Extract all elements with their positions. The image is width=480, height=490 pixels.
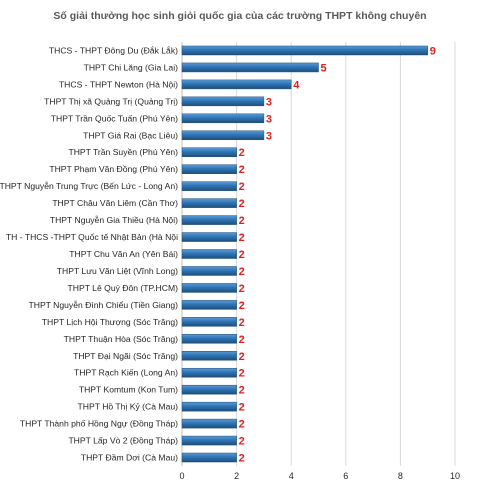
- value-label: 2: [239, 266, 245, 278]
- value-labels: 9 5 4 3 3 3 2 2 2 2 2 2 2 2 2 2 2 2 2 2 2 2 2 2 2: [239, 45, 436, 464]
- value-label: 2: [239, 164, 245, 176]
- category-label: THPT Hồ Thị Kỷ (Cà Mau): [78, 402, 179, 412]
- x-tick-label: 2: [234, 471, 239, 481]
- value-label: 2: [239, 334, 245, 346]
- value-label: 2: [239, 351, 245, 363]
- bar: [181, 401, 237, 412]
- bar: [181, 215, 237, 225]
- bar: [181, 130, 265, 141]
- bar: [181, 334, 237, 344]
- bar: [181, 418, 237, 429]
- bar: [181, 113, 265, 124]
- bar: [181, 198, 237, 208]
- bar: [181, 62, 319, 73]
- category-label: THPT Nguyễn Đình Chiểu (Tiền Giang): [28, 300, 178, 310]
- value-label: 2: [239, 232, 245, 244]
- category-label: THPT Lấp Vò 2 (Đồng Tháp): [68, 436, 178, 446]
- value-label: 2: [239, 249, 245, 261]
- category-label: THPT Giá Rai (Bạc Liêu): [83, 130, 178, 140]
- category-label: THPT Lê Quý Đôn (TP.HCM): [68, 283, 179, 293]
- bar: [181, 96, 265, 107]
- bar: [181, 300, 237, 310]
- value-label: 2: [239, 300, 245, 312]
- bar: [181, 147, 237, 157]
- value-label: 2: [239, 198, 245, 210]
- category-label: TH - THCS -THPT Quốc tế Nhật Bản (Hà Nội: [6, 232, 178, 242]
- category-label: THCS - THPT Newton (Hà Nội): [59, 79, 178, 89]
- value-label: 2: [239, 181, 245, 193]
- bar: [181, 181, 237, 191]
- x-tick-label: 4: [289, 471, 294, 481]
- bar: [181, 283, 237, 293]
- value-label: 2: [239, 368, 245, 380]
- value-label: 2: [239, 147, 245, 159]
- bar: [181, 317, 237, 327]
- category-label: THPT Trần Quốc Tuấn (Phú Yên): [51, 113, 178, 123]
- x-tick-label: 8: [398, 471, 403, 481]
- value-label: 3: [266, 113, 272, 125]
- x-tick-label: 6: [343, 471, 348, 481]
- bar: [181, 367, 237, 378]
- value-label: 5: [321, 62, 327, 74]
- category-label: THPT Châu Văn Liêm (Cần Thơ): [52, 198, 178, 208]
- bar: [181, 351, 237, 361]
- category-label: THPT Thuận Hòa (Sóc Trăng): [64, 334, 178, 344]
- category-label: THPT Rạch Kiến (Long An): [74, 368, 178, 378]
- category-label: THPT Thành phố Hồng Ngự (Đồng Tháp): [20, 419, 178, 429]
- bar: [181, 232, 237, 242]
- value-label: 3: [266, 96, 272, 108]
- bar: [181, 384, 237, 395]
- x-tick-label: 0: [179, 471, 184, 481]
- bar: [181, 164, 237, 174]
- x-tick-label: 10: [450, 471, 460, 481]
- category-labels: THCS - THPT Đông Du (Đắk Lắk) THPT Chi Lă…: [0, 45, 178, 462]
- category-label: THPT Komtum (Kon Tum): [79, 385, 178, 395]
- value-label: 2: [239, 419, 245, 431]
- value-label: 2: [239, 317, 245, 329]
- category-label: THPT Chi Lăng (Gia Lai): [84, 62, 179, 72]
- category-label: THPT Lịch Hội Thượng (Sóc Trăng): [42, 317, 178, 327]
- gridlines: [181, 42, 456, 466]
- category-label: THPT Lưu Văn Liệt (Vĩnh Long): [57, 266, 178, 276]
- category-label: THPT Trần Suyền (Phú Yên): [68, 147, 178, 157]
- bar: [181, 435, 237, 446]
- bar: [181, 266, 237, 276]
- bars: [181, 45, 428, 463]
- category-label: THPT Chu Văn An (Yên Bái): [69, 249, 178, 259]
- value-label: 2: [239, 283, 245, 295]
- value-label: 2: [239, 215, 245, 227]
- value-label: 2: [239, 436, 245, 448]
- value-label: 2: [239, 453, 245, 465]
- category-label: THPT Phạm Văn Đồng (Phú Yên): [49, 164, 178, 174]
- bar: [181, 452, 237, 463]
- bar: [181, 45, 428, 56]
- value-label: 9: [430, 45, 436, 57]
- value-label: 4: [293, 79, 300, 91]
- category-label: THPT Nguyễn Trung Trực (Bến Lức - Long A…: [0, 181, 178, 191]
- category-label: THPT Thị xã Quảng Trị (Quảng Trị): [44, 96, 178, 106]
- value-label: 3: [266, 130, 272, 142]
- category-label: THCS - THPT Đông Du (Đắk Lắk): [49, 45, 178, 55]
- bar: [181, 249, 237, 259]
- x-tick-labels: 0 2 4 6 8 10: [179, 471, 460, 481]
- value-label: 2: [239, 385, 245, 397]
- bar: [181, 79, 292, 90]
- value-label: 2: [239, 402, 245, 414]
- category-label: THPT Đầm Dơi (Cà Mau): [81, 453, 178, 463]
- chart-title: Số giải thưởng học sinh giỏi quốc gia củ…: [53, 10, 426, 22]
- category-label: THPT Đại Ngãi (Sóc Trăng): [73, 351, 178, 361]
- category-label: THPT Nguyễn Gia Thiều (Hà Nội): [50, 215, 178, 225]
